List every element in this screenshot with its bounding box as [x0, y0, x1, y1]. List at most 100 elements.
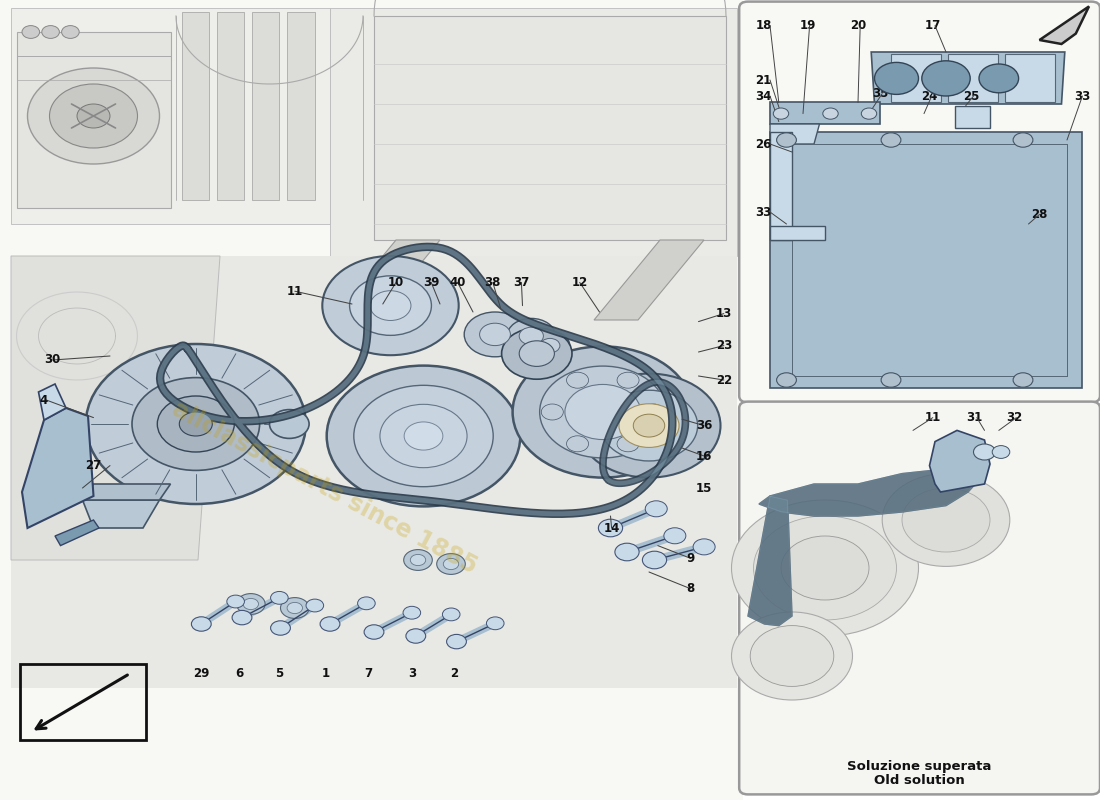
Circle shape — [823, 108, 838, 119]
Bar — [252, 12, 279, 200]
Circle shape — [42, 26, 59, 38]
Circle shape — [519, 327, 543, 345]
Bar — [287, 12, 315, 200]
Circle shape — [443, 558, 459, 570]
Polygon shape — [55, 520, 99, 546]
Bar — [891, 54, 940, 102]
Circle shape — [320, 617, 340, 631]
Polygon shape — [748, 496, 792, 626]
Text: 37: 37 — [514, 276, 529, 289]
Circle shape — [354, 386, 493, 486]
Circle shape — [350, 276, 431, 335]
Circle shape — [77, 104, 110, 128]
Circle shape — [634, 414, 664, 437]
Circle shape — [601, 390, 697, 461]
Circle shape — [322, 256, 459, 355]
Circle shape — [732, 612, 852, 700]
Circle shape — [280, 598, 309, 618]
Text: 38: 38 — [485, 276, 501, 289]
Polygon shape — [770, 226, 825, 240]
Circle shape — [507, 318, 556, 354]
Circle shape — [327, 366, 520, 506]
Text: 33: 33 — [1075, 90, 1090, 102]
Circle shape — [617, 372, 639, 388]
Circle shape — [540, 366, 666, 458]
Polygon shape — [759, 468, 979, 516]
Text: 11: 11 — [925, 411, 940, 424]
Text: 25: 25 — [964, 90, 979, 102]
Text: 26: 26 — [756, 138, 771, 150]
Circle shape — [617, 436, 639, 452]
Text: 16: 16 — [696, 450, 712, 462]
Circle shape — [642, 551, 667, 569]
Polygon shape — [759, 468, 979, 516]
Circle shape — [992, 446, 1010, 458]
Text: 5: 5 — [275, 667, 284, 680]
Circle shape — [1013, 373, 1033, 387]
Text: 23: 23 — [716, 339, 732, 352]
Text: 1: 1 — [321, 667, 330, 680]
Circle shape — [157, 396, 234, 452]
Circle shape — [881, 133, 901, 147]
Polygon shape — [770, 132, 792, 240]
Circle shape — [646, 501, 668, 517]
Circle shape — [777, 373, 796, 387]
Bar — [217, 12, 244, 200]
Bar — [16, 32, 171, 208]
FancyBboxPatch shape — [739, 402, 1100, 794]
Polygon shape — [39, 384, 66, 420]
Circle shape — [227, 595, 244, 608]
Text: 19: 19 — [800, 19, 815, 32]
Text: 12: 12 — [572, 276, 587, 289]
Text: 24: 24 — [922, 90, 937, 102]
Circle shape — [86, 344, 306, 504]
Circle shape — [902, 488, 990, 552]
Polygon shape — [11, 8, 330, 224]
Circle shape — [370, 290, 411, 321]
Circle shape — [306, 599, 323, 612]
Polygon shape — [11, 256, 737, 688]
Circle shape — [513, 346, 693, 478]
FancyBboxPatch shape — [739, 2, 1100, 402]
Circle shape — [271, 621, 290, 635]
Polygon shape — [352, 306, 405, 348]
Polygon shape — [82, 484, 170, 500]
Circle shape — [404, 422, 443, 450]
Text: 36: 36 — [696, 419, 712, 432]
Circle shape — [773, 108, 789, 119]
Text: Soluzione superata: Soluzione superata — [847, 760, 992, 773]
Text: 39: 39 — [424, 276, 439, 289]
Text: 15: 15 — [696, 482, 712, 494]
Circle shape — [287, 602, 303, 614]
Circle shape — [541, 404, 563, 420]
Polygon shape — [930, 430, 990, 492]
Circle shape — [364, 625, 384, 639]
Polygon shape — [82, 500, 160, 528]
Polygon shape — [22, 408, 94, 528]
Text: 10: 10 — [388, 276, 404, 289]
Circle shape — [502, 328, 572, 379]
Circle shape — [271, 591, 288, 604]
Circle shape — [882, 474, 1010, 566]
Circle shape — [410, 554, 426, 566]
Circle shape — [777, 133, 796, 147]
Circle shape — [358, 597, 375, 610]
Circle shape — [28, 68, 160, 164]
Circle shape — [191, 617, 211, 631]
Circle shape — [379, 404, 467, 468]
Circle shape — [50, 84, 138, 148]
Text: 40: 40 — [450, 276, 465, 289]
Polygon shape — [330, 8, 737, 256]
Circle shape — [447, 634, 466, 649]
Circle shape — [232, 610, 252, 625]
Text: 21: 21 — [756, 74, 771, 86]
Text: 11: 11 — [287, 285, 303, 298]
Circle shape — [578, 374, 720, 478]
Circle shape — [922, 61, 970, 96]
Text: 20: 20 — [850, 19, 866, 32]
Circle shape — [464, 312, 526, 357]
Text: 7: 7 — [364, 667, 373, 680]
Polygon shape — [594, 240, 704, 320]
Circle shape — [22, 26, 40, 38]
Circle shape — [406, 629, 426, 643]
